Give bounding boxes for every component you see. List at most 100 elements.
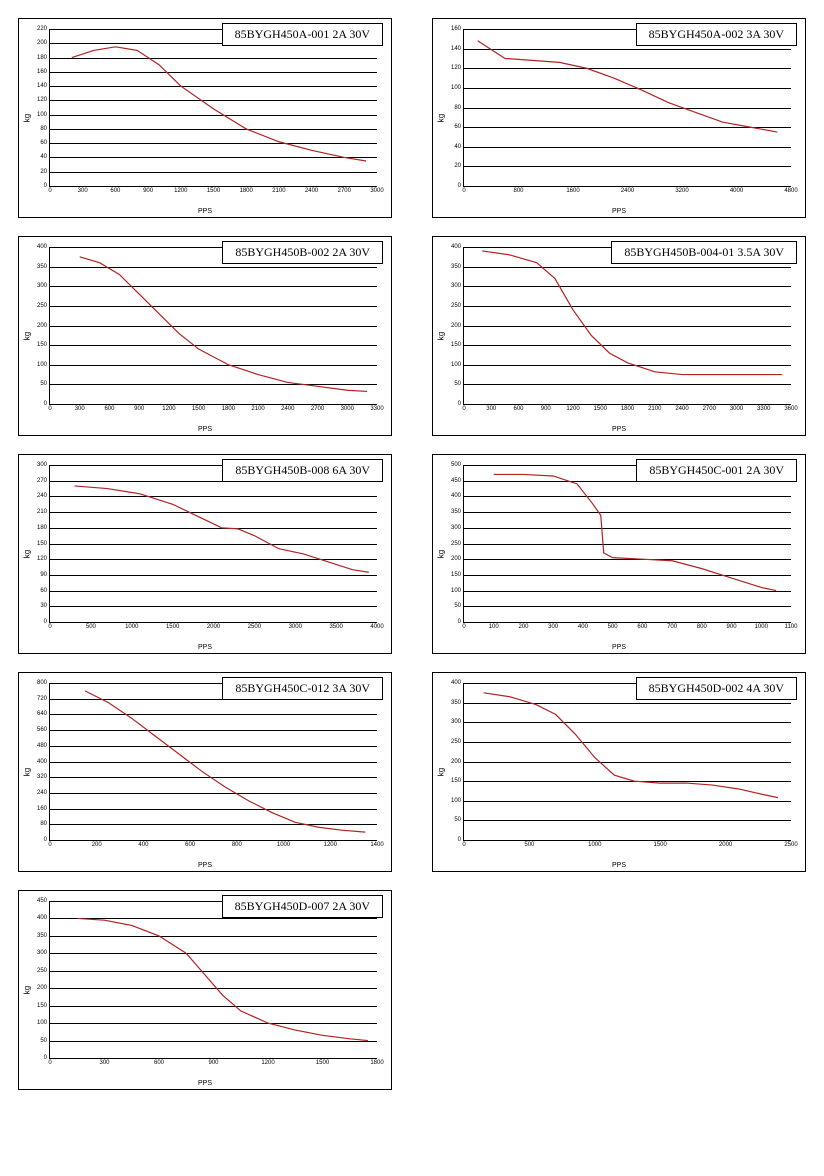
x-axis-label: PPS [198,644,212,651]
data-line [464,29,791,186]
y-tick: 150 [451,778,464,784]
y-tick: 450 [451,478,464,484]
x-tick: 900 [727,622,737,630]
x-tick: 2700 [338,186,351,194]
chart-legend: 85BYGH450A-001 2A 30V [222,23,383,46]
y-tick: 250 [37,303,50,309]
data-line [50,901,377,1058]
data-line [464,465,791,622]
y-tick: 350 [451,509,464,515]
x-tick: 100 [489,622,499,630]
chart-legend: 85BYGH450A-002 3A 30V [636,23,797,46]
x-tick: 1800 [621,404,634,412]
x-tick: 0 [48,404,51,412]
x-tick: 1500 [166,622,179,630]
x-tick: 3000 [341,404,354,412]
x-tick: 1000 [588,840,601,848]
y-tick: 400 [451,493,464,499]
x-tick: 3500 [329,622,342,630]
x-tick: 1500 [207,186,220,194]
chart-area: 0204060801001201401600800160024003200400… [463,29,791,187]
y-tick: 120 [37,97,50,103]
x-tick: 2700 [703,404,716,412]
chart-legend: 85BYGH450B-008 6A 30V [222,459,383,482]
x-tick: 900 [143,186,153,194]
y-tick: 140 [37,83,50,89]
chart-legend: 85BYGH450B-004-01 3.5A 30V [611,241,797,264]
x-tick: 0 [462,622,465,630]
x-tick: 2500 [784,840,797,848]
chart-panel: kgPPS05010015020025030035040003006009001… [432,236,806,436]
x-tick: 1500 [654,840,667,848]
y-tick: 50 [454,817,464,823]
y-tick: 160 [37,806,50,812]
y-tick: 400 [37,244,50,250]
chart-legend: 85BYGH450C-001 2A 30V [636,459,797,482]
x-tick: 300 [99,1058,109,1066]
y-tick: 180 [37,525,50,531]
chart-area: 0501001502002503003504004500300600900120… [49,901,377,1059]
y-tick: 250 [451,739,464,745]
y-tick: 100 [37,112,50,118]
chart-panel: kgPPS05010015020025030035040045003006009… [18,890,392,1090]
x-tick: 2500 [248,622,261,630]
y-tick: 200 [451,323,464,329]
data-line [464,247,791,404]
x-tick: 900 [134,404,144,412]
y-tick: 250 [37,968,50,974]
x-tick: 800 [697,622,707,630]
y-tick: 120 [451,65,464,71]
y-tick: 200 [37,40,50,46]
x-tick: 1200 [324,840,337,848]
y-tick: 200 [37,985,50,991]
chart-panel: kgPPS08016024032040048056064072080002004… [18,672,392,872]
y-tick: 350 [37,264,50,270]
x-tick: 1200 [174,186,187,194]
y-tick: 60 [40,140,50,146]
y-axis-label: kg [437,768,446,776]
x-tick: 2100 [251,404,264,412]
y-tick: 40 [40,154,50,160]
x-tick: 600 [637,622,647,630]
x-tick: 500 [524,840,534,848]
x-axis-label: PPS [612,426,626,433]
y-tick: 400 [451,244,464,250]
x-tick: 0 [462,404,465,412]
x-axis-label: PPS [612,208,626,215]
y-tick: 160 [451,26,464,32]
y-tick: 200 [37,323,50,329]
x-tick: 200 [92,840,102,848]
y-tick: 400 [451,680,464,686]
y-tick: 200 [451,556,464,562]
chart-area: 0306090120150180210240270300050010001500… [49,465,377,623]
y-tick: 300 [37,950,50,956]
y-tick: 560 [37,727,50,733]
chart-panel: kgPPS05010015020025030035040003006009001… [18,236,392,436]
x-tick: 4000 [730,186,743,194]
chart-area: 0801602403204004805606407208000200400600… [49,683,377,841]
x-tick: 1500 [316,1058,329,1066]
y-tick: 90 [40,572,50,578]
y-tick: 80 [454,105,464,111]
y-tick: 300 [451,525,464,531]
x-tick: 1000 [125,622,138,630]
x-tick: 3000 [730,404,743,412]
x-tick: 1200 [566,404,579,412]
y-tick: 140 [451,46,464,52]
x-tick: 2000 [207,622,220,630]
x-tick: 900 [208,1058,218,1066]
x-tick: 400 [578,622,588,630]
x-tick: 3000 [370,186,383,194]
y-tick: 450 [37,898,50,904]
y-tick: 80 [40,821,50,827]
y-tick: 120 [37,556,50,562]
data-line [50,29,377,186]
chart-area: 0204060801001201401601802002200300600900… [49,29,377,187]
x-tick: 1200 [162,404,175,412]
chart-legend: 85BYGH450C-012 3A 30V [222,677,383,700]
y-axis-label: kg [23,332,32,340]
x-tick: 1400 [370,840,383,848]
x-tick: 1800 [370,1058,383,1066]
y-tick: 80 [40,126,50,132]
chart-area: 0501001502002503003504000300600900120015… [49,247,377,405]
